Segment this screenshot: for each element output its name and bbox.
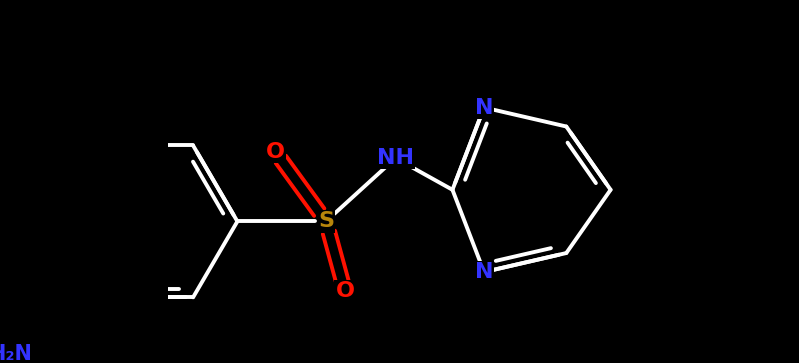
Text: N: N: [475, 98, 493, 118]
Text: O: O: [336, 281, 355, 301]
Text: O: O: [266, 142, 284, 162]
Text: H₂N: H₂N: [0, 344, 32, 363]
Text: NH: NH: [377, 148, 414, 168]
Text: S: S: [318, 211, 334, 231]
Text: N: N: [475, 262, 493, 282]
